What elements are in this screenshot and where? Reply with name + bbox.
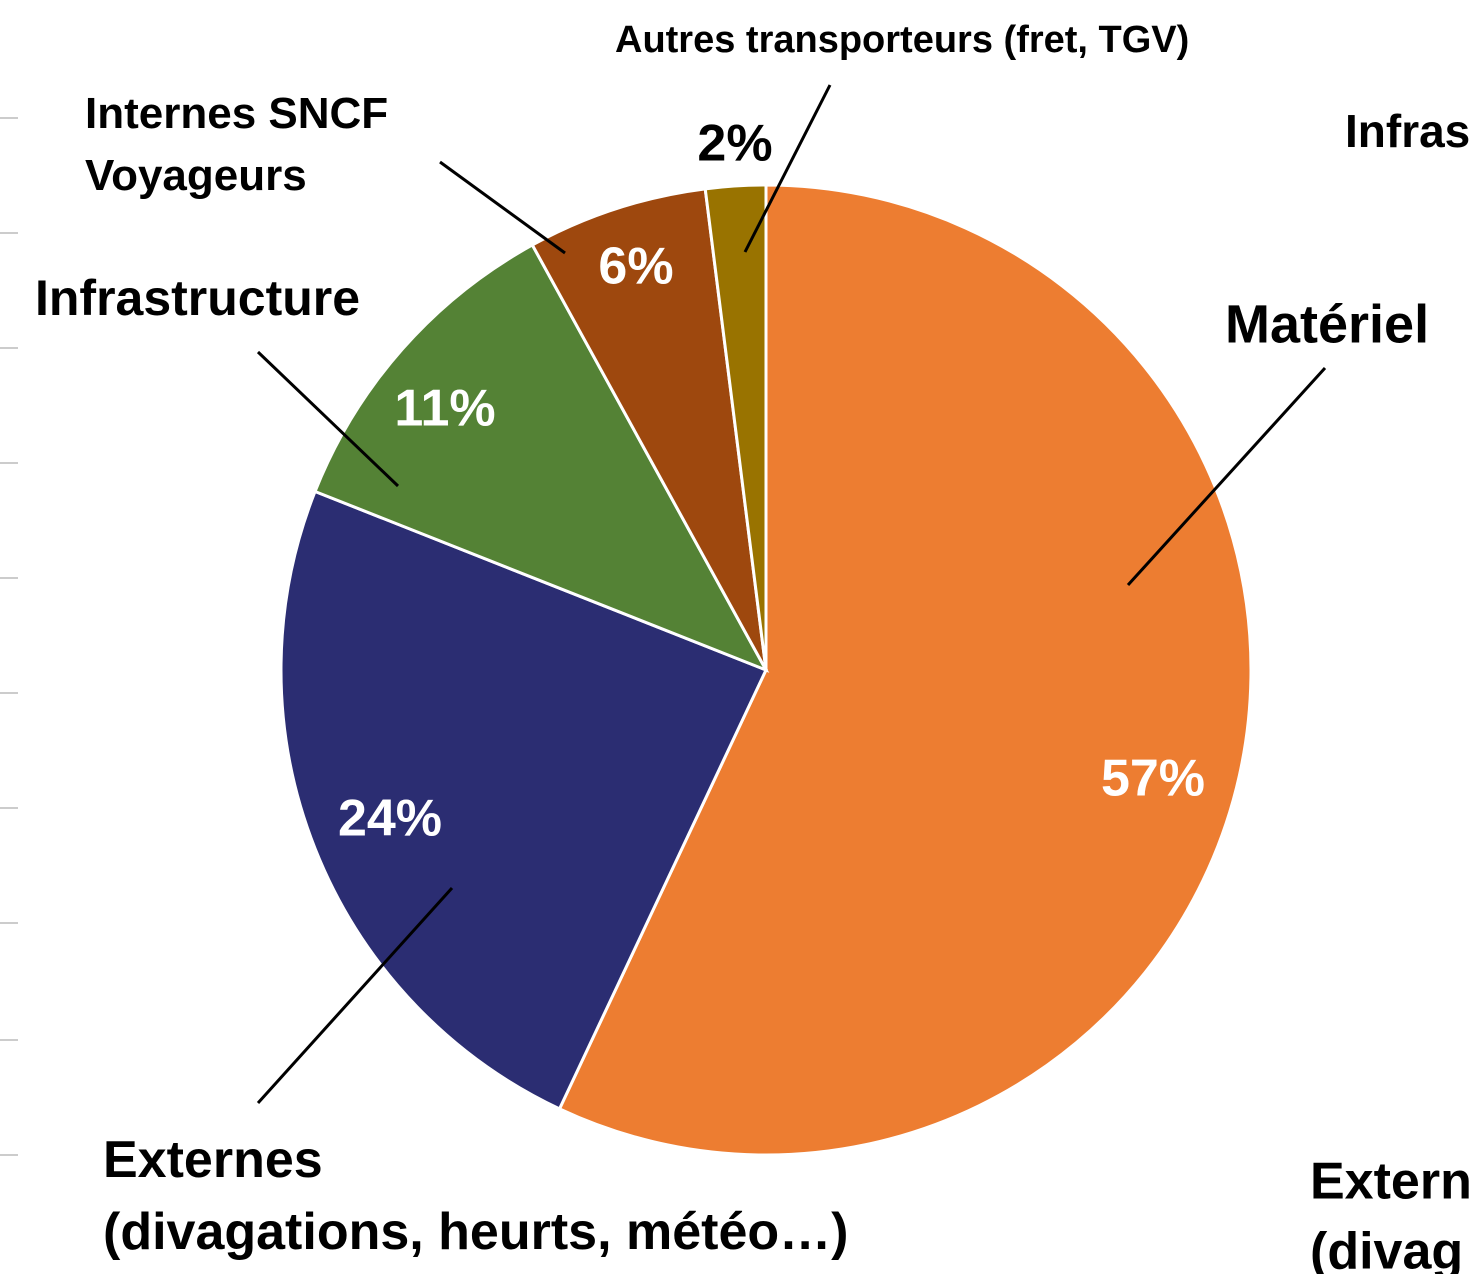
category-label: Infrastructure [35, 270, 360, 326]
leader-line [256, 350, 400, 488]
leader-line [256, 886, 454, 1105]
category-label: Matériel [1225, 294, 1429, 354]
leader-line [743, 84, 832, 253]
value-label: 2% [697, 115, 772, 173]
value-label: 6% [598, 238, 673, 296]
label-line: Internes SNCF [85, 89, 388, 138]
label-line: Externes [103, 1131, 323, 1189]
pie-slice [313, 242, 770, 673]
leader-line [1126, 366, 1327, 587]
category-label: Autres transporteurs (fret, TGV) [615, 19, 1189, 61]
clipped-label: (divag [1310, 1223, 1463, 1274]
edge-ticks [0, 117, 18, 1156]
pie-slice [557, 183, 1253, 1157]
pie-slice [530, 187, 768, 671]
label-line: (divagations, heurts, météo…) [103, 1203, 848, 1261]
value-label: 57% [1101, 750, 1205, 808]
clipped-label: Extern [1310, 1153, 1471, 1211]
pie-slice [279, 489, 769, 1111]
value-label: 11% [394, 380, 495, 438]
value-label: 24% [338, 790, 442, 848]
pie-slice [703, 183, 768, 671]
label-line: Voyageurs [85, 151, 307, 200]
category-label: Internes SNCF Voyageurs [85, 89, 388, 200]
category-label: Externes (divagations, heurts, météo…) [103, 1131, 848, 1261]
clipped-label: Infras [1345, 105, 1470, 157]
leader-line [439, 160, 566, 255]
